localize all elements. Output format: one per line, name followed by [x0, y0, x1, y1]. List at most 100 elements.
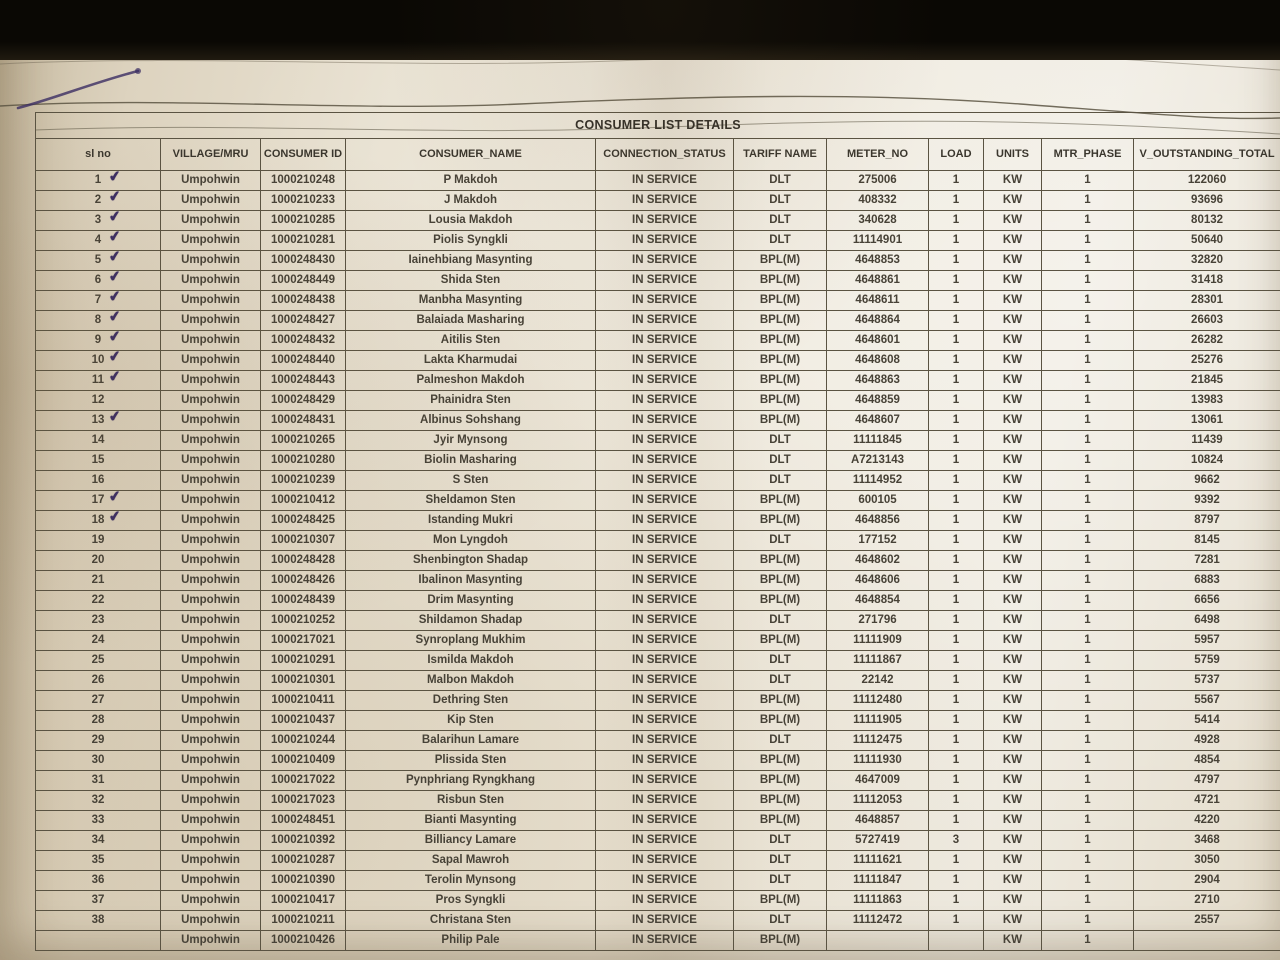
cell-units: KW: [983, 910, 1042, 931]
cell-outstanding: 3050: [1132, 850, 1280, 871]
cell-tariff: BPL(M): [733, 350, 827, 371]
cell-sl: 16: [35, 470, 161, 491]
cell-units: KW: [983, 310, 1042, 331]
serial-number: 12: [91, 394, 105, 406]
cell-meter: 11112480: [826, 690, 929, 711]
cell-status: IN SERVICE: [595, 450, 734, 471]
cell-consumer_id: 1000248451: [260, 810, 346, 831]
cell-tariff: DLT: [733, 530, 827, 551]
cell-village: Umpohwin: [160, 430, 261, 451]
cell-sl: 38: [35, 910, 161, 931]
table-row: 21 Umpohwin 1000248426 Ibalinon Masynting IN…: [35, 570, 1280, 591]
cell-outstanding: 4721: [1132, 790, 1280, 811]
cell-name: Balarihun Lamare: [345, 730, 596, 751]
cell-outstanding: 6883: [1132, 570, 1280, 591]
cell-village: Umpohwin: [160, 210, 261, 231]
cell-units: KW: [983, 210, 1042, 231]
cell-sl: 10 ✔: [35, 350, 161, 371]
cell-status: IN SERVICE: [595, 430, 734, 451]
table-row: 34 Umpohwin 1000210392 Billiancy Lamare IN S…: [35, 830, 1280, 851]
cell-tariff: DLT: [733, 910, 827, 931]
cell-tariff: BPL(M): [733, 490, 827, 511]
cell-meter: 177152: [826, 530, 929, 551]
cell-village: Umpohwin: [160, 470, 261, 491]
cell-outstanding: 6498: [1132, 610, 1280, 631]
cell-village: Umpohwin: [160, 330, 261, 351]
cell-village: Umpohwin: [160, 810, 261, 831]
cell-consumer_id: 1000210301: [260, 670, 346, 691]
cell-meter: 275006: [826, 170, 929, 191]
cell-phase: 1: [1041, 650, 1134, 671]
cell-meter: 600105: [826, 490, 929, 511]
cell-tariff: BPL(M): [733, 550, 827, 571]
cell-units: KW: [983, 570, 1042, 591]
cell-status: IN SERVICE: [595, 510, 734, 531]
cell-name: Shildamon Shadap: [345, 610, 596, 631]
cell-tariff: DLT: [733, 730, 827, 751]
cell-tariff: BPL(M): [733, 290, 827, 311]
cell-units: KW: [983, 790, 1042, 811]
cell-phase: 1: [1041, 450, 1134, 471]
cell-units: KW: [983, 410, 1042, 431]
cell-meter: 11111905: [826, 710, 929, 731]
table-row: 14 Umpohwin 1000210265 Jyir Mynsong IN SERVI…: [35, 430, 1280, 451]
table-row: 28 Umpohwin 1000210437 Kip Sten IN SERVICE BP…: [35, 710, 1280, 731]
cell-status: IN SERVICE: [595, 530, 734, 551]
cell-sl: 18 ✔: [35, 510, 161, 531]
cell-load: 1: [928, 710, 984, 731]
cell-consumer_id: 1000210211: [260, 910, 346, 931]
cell-units: KW: [983, 430, 1042, 451]
serial-number: 35: [91, 854, 105, 866]
cell-name: Manbha Masynting: [345, 290, 596, 311]
cell-outstanding: 26603: [1132, 310, 1280, 331]
cell-consumer_id: 1000248430: [260, 250, 346, 271]
cell-status: IN SERVICE: [595, 390, 734, 411]
cell-units: KW: [983, 330, 1042, 351]
cell-load: 3: [928, 830, 984, 851]
title-row: CONSUMER LIST DETAILS: [34, 112, 1280, 139]
cell-village: Umpohwin: [160, 770, 261, 791]
cell-phase: 1: [1041, 750, 1134, 771]
column-header-tariff: TARIFF NAME: [733, 138, 827, 171]
cell-units: KW: [983, 370, 1042, 391]
cell-meter: 5727419: [826, 830, 929, 851]
cell-load: 1: [928, 450, 984, 471]
column-header-meter: METER_NO: [826, 138, 929, 171]
cell-phase: 1: [1041, 370, 1134, 391]
cell-tariff: DLT: [733, 470, 827, 491]
cell-status: IN SERVICE: [595, 310, 734, 331]
cell-status: IN SERVICE: [595, 730, 734, 751]
cell-phase: 1: [1041, 490, 1134, 511]
cell-phase: 1: [1041, 770, 1134, 791]
cell-phase: 1: [1041, 410, 1134, 431]
cell-village: Umpohwin: [160, 690, 261, 711]
cell-meter: 4648602: [826, 550, 929, 571]
cell-sl: 23: [35, 610, 161, 631]
cell-status: IN SERVICE: [595, 570, 734, 591]
cell-outstanding: 5414: [1132, 710, 1280, 731]
cell-village: Umpohwin: [160, 310, 261, 331]
cell-sl: 35: [35, 850, 161, 871]
table-row: 6 ✔ Umpohwin 1000248449 Shida Sten IN SERVICE…: [35, 270, 1280, 291]
cell-outstanding: 28301: [1132, 290, 1280, 311]
cell-units: KW: [983, 510, 1042, 531]
cell-outstanding: 122060: [1132, 170, 1280, 191]
cell-sl: 8 ✔: [35, 310, 161, 331]
cell-phase: 1: [1041, 510, 1134, 531]
cell-village: Umpohwin: [160, 890, 261, 911]
cell-outstanding: 4220: [1132, 810, 1280, 831]
serial-number: 15: [91, 454, 105, 466]
serial-number: 33: [91, 814, 105, 826]
cell-village: Umpohwin: [160, 170, 261, 191]
cell-name: Balaiada Masharing: [345, 310, 596, 331]
table-row: 30 Umpohwin 1000210409 Plissida Sten IN SERV…: [35, 750, 1280, 771]
table-row: 1 ✔ Umpohwin 1000210248 P Makdoh IN SERVICE DL…: [35, 170, 1280, 191]
cell-sl: 3 ✔: [35, 210, 161, 231]
table-row: 13 ✔ Umpohwin 1000248431 Albinus Sohshang IN …: [35, 410, 1280, 431]
cell-status: IN SERVICE: [595, 890, 734, 911]
cell-name: Billiancy Lamare: [345, 830, 596, 851]
cell-load: 1: [928, 570, 984, 591]
cell-load: 1: [928, 630, 984, 651]
cell-outstanding: 11439: [1132, 430, 1280, 451]
cell-name: Sapal Mawroh: [345, 850, 596, 871]
